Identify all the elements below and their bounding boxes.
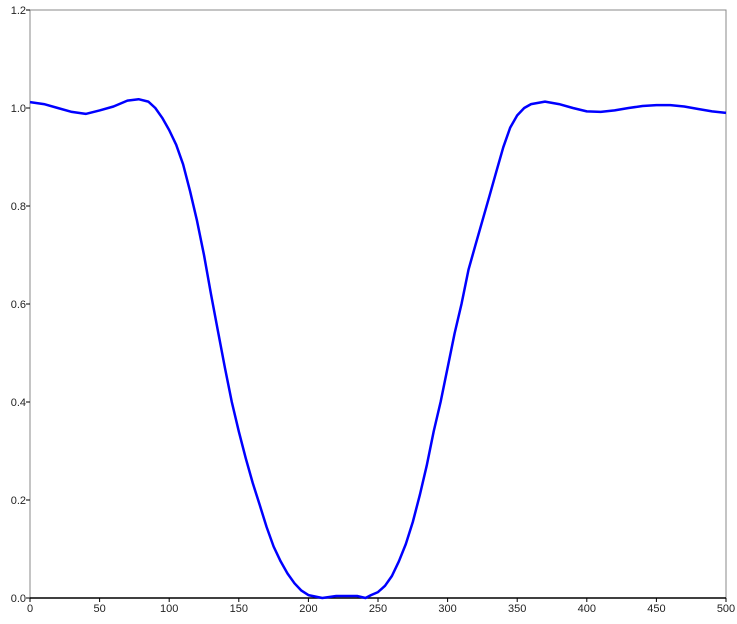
y-axis: 0.0 0.2 0.4 0.6 0.8 1.0 1.2 <box>11 5 30 605</box>
y-tick-label: 0.4 <box>11 397 26 409</box>
x-tick-label: 400 <box>578 603 596 615</box>
y-tick-label: 0.6 <box>11 299 26 311</box>
y-tick-label: 1.0 <box>11 103 26 115</box>
x-tick-label: 250 <box>369 603 387 615</box>
x-tick-label: 500 <box>717 603 735 615</box>
x-tick-label: 200 <box>299 603 317 615</box>
y-tick-label: 0.0 <box>11 593 26 605</box>
y-tick-label: 0.2 <box>11 495 26 507</box>
x-tick-label: 350 <box>508 603 526 615</box>
x-tick-label: 150 <box>230 603 248 615</box>
plot-frame <box>29 9 727 599</box>
series-line <box>29 97 727 600</box>
x-tick-label: 50 <box>93 603 105 615</box>
x-tick-label: 450 <box>647 603 665 615</box>
x-tick-label: 300 <box>438 603 456 615</box>
x-tick-label: 100 <box>160 603 178 615</box>
y-tick-label: 0.8 <box>11 201 26 213</box>
x-axis: 0 50 100 150 200 250 300 350 400 450 500 <box>27 598 735 615</box>
y-tick-label: 1.2 <box>11 5 26 17</box>
x-tick-label: 0 <box>27 603 33 615</box>
